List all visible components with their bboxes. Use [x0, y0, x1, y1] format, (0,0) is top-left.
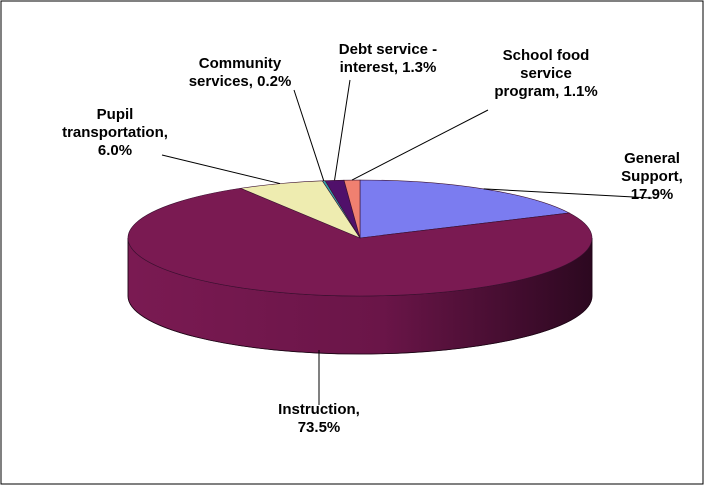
leader-line-3 [293, 89, 325, 181]
leader-line-4 [334, 79, 351, 181]
pie-slice-0 [359, 179, 571, 239]
slice-label-1: Instruction, 73.5% [278, 401, 360, 436]
slice-label-3: Community services, 0.2% [189, 55, 292, 90]
leader-line-5 [351, 109, 489, 181]
slice-label-5: School food service program, 1.1% [494, 47, 597, 100]
slice-label-0: General Support, 17.9% [621, 150, 683, 203]
pie-slice-1 [127, 187, 593, 297]
pie-rim [127, 238, 593, 355]
slice-label-4: Debt service -interest, 1.3% [339, 41, 437, 76]
leader-line-2 [161, 154, 281, 185]
slice-label-2: Pupil transportation, 6.0% [62, 106, 168, 159]
leader-line-0 [483, 188, 653, 199]
